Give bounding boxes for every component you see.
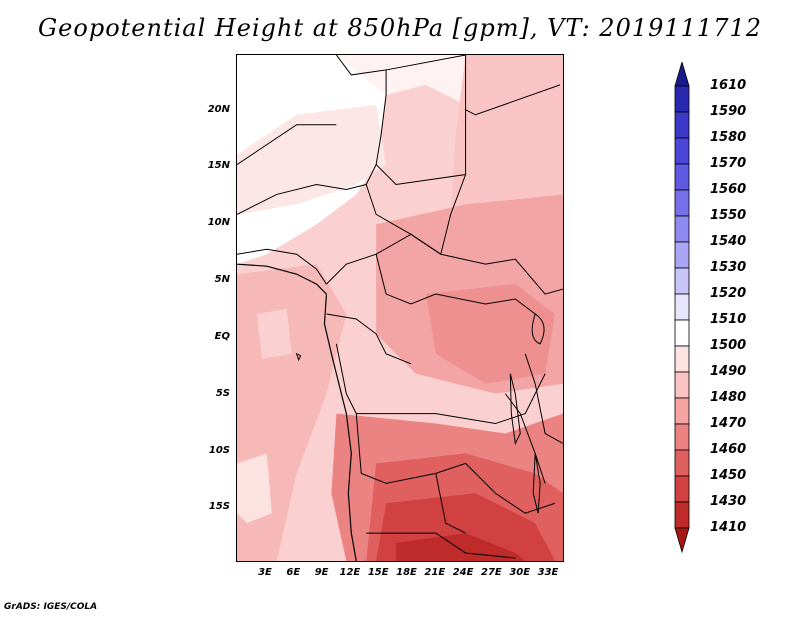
atlantic-coastline: [237, 263, 357, 561]
colorbar-segment: [674, 319, 690, 347]
colorbar-level-label: 1540: [710, 234, 747, 249]
y-tick-label: 15S: [208, 501, 230, 512]
x-tick-label: 6E: [286, 567, 301, 578]
y-tick-label: 10N: [207, 217, 230, 228]
lake-tanganyika: [509, 373, 521, 446]
colorbar-level-label: 1430: [710, 494, 747, 509]
field-region-1500a: [237, 104, 387, 215]
colorbar-level-label: 1490: [710, 364, 747, 379]
grads-credit: GrADS: IGES/COLA: [4, 602, 98, 612]
y-tick-label: 20N: [207, 104, 230, 115]
field-region-1495: [450, 55, 563, 225]
colorbar-segment: [674, 85, 690, 113]
colorbar-segment: [674, 501, 690, 529]
map-plot-area: [236, 54, 564, 562]
x-tick-label: 30E: [509, 567, 531, 578]
x-tick-label: 33E: [537, 567, 559, 578]
colorbar-level-label: 1520: [710, 286, 747, 301]
field-region-1505: [336, 55, 466, 105]
colorbar-segment: [674, 423, 690, 451]
colorbar-level-label: 1550: [710, 208, 747, 223]
colorbar-segment: [674, 189, 690, 217]
y-tick-label: 10S: [208, 445, 230, 456]
y-tick-label: 5S: [215, 388, 230, 399]
x-tick-label: 15E: [367, 567, 389, 578]
colorbar-level-label: 1560: [710, 182, 747, 197]
colorbar-segment: [674, 163, 690, 191]
colorbar-segment: [674, 267, 690, 295]
y-tick-label: EQ: [214, 331, 230, 342]
field-region-1430: [396, 533, 526, 561]
colorbar-segment: [674, 397, 690, 425]
x-tick-label: 3E: [258, 567, 272, 578]
colorbar-level-label: 1610: [710, 78, 747, 93]
lake-malawi: [532, 453, 541, 514]
colorbar-segment: [674, 371, 690, 399]
x-tick-label: 12E: [339, 567, 361, 578]
colorbar-level-label: 1480: [710, 390, 747, 405]
country-borders: [237, 55, 563, 559]
island-sao-tome: [295, 352, 302, 362]
colorbar-segment: [674, 449, 690, 477]
lake-victoria: [531, 313, 545, 345]
colorbar-level-label: 1450: [710, 468, 747, 483]
colorbar-level-label: 1410: [710, 520, 747, 535]
colorbar-bottom-arrow: [674, 527, 690, 554]
colorbar-level-label: 1570: [710, 156, 747, 171]
colorbar-segment: [674, 241, 690, 269]
colorbar-top-arrow: [674, 62, 690, 87]
colorbar-segment: [674, 137, 690, 165]
field-region-1500b: [237, 453, 272, 524]
geopotential-field: [237, 55, 563, 561]
colorbar-level-label: 1530: [710, 260, 747, 275]
colorbar-level-label: 1500: [710, 338, 747, 353]
colorbar-level-label: 1470: [710, 416, 747, 431]
x-tick-label: 24E: [452, 567, 474, 578]
colorbar-level-label: 1510: [710, 312, 747, 327]
x-tick-label: 9E: [314, 567, 329, 578]
map-title: Geopotential Height at 850hPa [gpm], VT:…: [38, 14, 762, 42]
colorbar-segment: [674, 111, 690, 139]
colorbar-level-label: 1590: [710, 104, 747, 119]
x-tick-label: 18E: [396, 567, 417, 578]
field-region-1495b: [256, 308, 292, 359]
x-tick-label: 27E: [481, 567, 502, 578]
y-tick-label: 15N: [207, 160, 230, 171]
colorbar-segment: [674, 475, 690, 503]
colorbar-level-label: 1460: [710, 442, 747, 457]
colorbar: [674, 62, 690, 554]
colorbar-level-label: 1580: [710, 130, 747, 145]
y-tick-label: 5N: [214, 274, 230, 285]
colorbar-segment: [674, 345, 690, 373]
x-tick-label: 21E: [424, 567, 446, 578]
colorbar-segment: [674, 293, 690, 321]
colorbar-segment: [674, 215, 690, 243]
field-region-1480: [425, 284, 556, 384]
